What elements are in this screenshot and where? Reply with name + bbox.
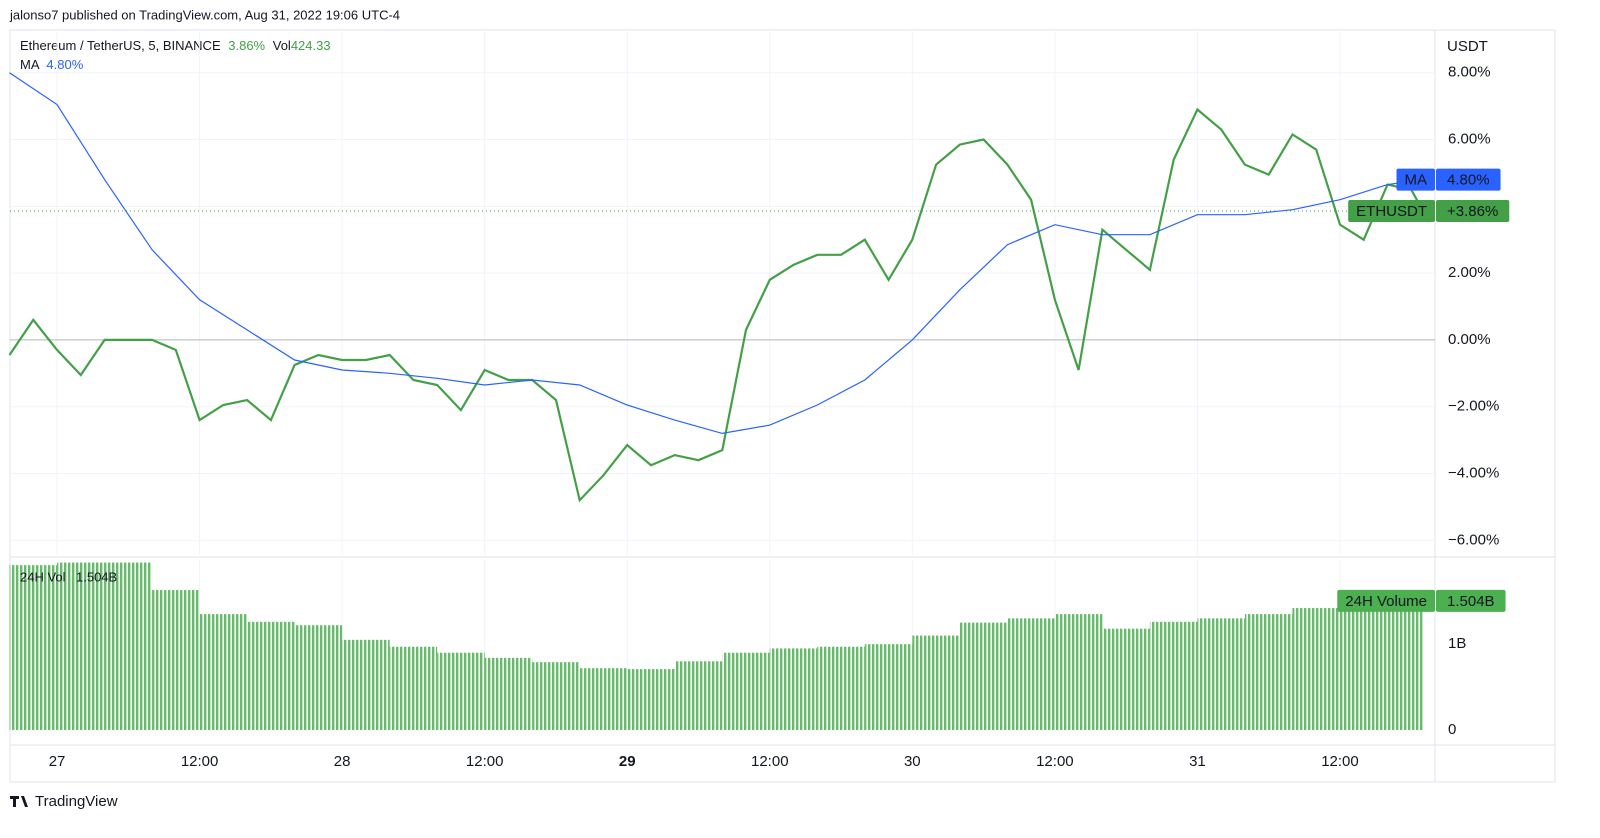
volume-bar: [104, 562, 153, 730]
volume-bar: [817, 646, 865, 730]
ma-value: 4.80%: [46, 57, 83, 72]
volume-bar: [1387, 600, 1424, 730]
volume-bar: [1197, 618, 1245, 730]
volume-bar: [1102, 628, 1150, 730]
logo-mark: [10, 796, 28, 807]
y-tick-label: −2.00%: [1448, 398, 1499, 415]
badge-name: MA: [1405, 172, 1428, 189]
volume-bar: [57, 562, 105, 730]
y-tick-label: 2.00%: [1448, 264, 1491, 281]
volume-legend: 24H Vol: [20, 569, 66, 584]
x-tick-label: 30: [904, 753, 921, 770]
volume-bar: [674, 661, 723, 730]
ma-legend: MA 4.80%: [20, 57, 84, 72]
x-tick-label: 29: [619, 753, 636, 770]
price-badge: MA 4.80%: [1396, 168, 1501, 191]
volume-bar: [1149, 621, 1198, 730]
badge-name-bg: [1337, 589, 1435, 612]
volume-bar: [959, 622, 1008, 730]
badge-name-bg: [1348, 200, 1435, 223]
volume-bar: [294, 625, 343, 730]
volume-bar: [627, 669, 675, 730]
badge-value: 4.80%: [1447, 172, 1490, 189]
x-tick-label: 12:00: [1036, 753, 1074, 770]
x-tick-label: 31: [1189, 753, 1206, 770]
volume-bar: [484, 657, 533, 730]
logo-text: TradingView: [35, 793, 118, 810]
vol-value: 424.33: [291, 38, 331, 53]
y-tick-label: 6.00%: [1448, 131, 1491, 148]
badge-value-bg: [1436, 589, 1506, 612]
frame: [9, 29, 1556, 783]
badge-name: 24H Volume: [1345, 593, 1427, 610]
volume-bar: [437, 652, 485, 730]
volume-bar: [532, 662, 580, 730]
x-tick-label: 12:00: [1321, 753, 1359, 770]
volume-bar: [1292, 608, 1340, 730]
volume-bar: [342, 639, 390, 730]
badge-name: ETHUSDT: [1356, 203, 1427, 220]
y-tick-label: 0.00%: [1448, 331, 1491, 348]
volume-bar: [1054, 614, 1103, 730]
volume-bar: [199, 614, 248, 730]
vol-label: Vol: [273, 38, 291, 53]
y-tick-label: 0: [1448, 721, 1456, 738]
volume-bar: [579, 668, 628, 730]
y-axis-label: USDT: [1447, 38, 1488, 55]
volume-bar: [912, 635, 960, 730]
x-tick-label: 12:00: [751, 753, 789, 770]
x-tick-label: 27: [49, 753, 66, 770]
price-badge: ETHUSDT +3.86%: [1348, 200, 1510, 223]
volume-bar: [247, 621, 295, 730]
logo: TradingView: [10, 793, 118, 810]
series-line: [8, 107, 1425, 503]
badge-value-bg: [1436, 168, 1501, 191]
legend-header: Ethereum / TetherUS, 5, BINANCE 3.86% Vo…: [20, 38, 331, 53]
y-tick-label: −6.00%: [1448, 531, 1499, 548]
x-tick-label: 28: [334, 753, 351, 770]
volume-bar: [152, 590, 200, 730]
ma-name: MA: [20, 57, 40, 72]
volume-legend-value: 1.504B: [76, 569, 117, 584]
badge-value: +3.86%: [1447, 203, 1498, 220]
published-note: jalonso7 published on TradingView.com, A…: [9, 7, 400, 22]
volume-bar: [9, 565, 58, 730]
price-badge: 24H Volume 1.504B: [1337, 589, 1506, 612]
volume-bar: [1244, 614, 1293, 730]
badge-name-bg: [1396, 168, 1435, 191]
badge-value: 1.504B: [1447, 593, 1495, 610]
series-line: [9, 72, 1424, 435]
symbol: Ethereum / TetherUS, 5, BINANCE: [20, 38, 221, 53]
badge-value-bg: [1436, 200, 1510, 223]
volume-bar: [722, 652, 770, 730]
x-tick-label: 12:00: [181, 753, 219, 770]
volume-bar: [389, 646, 438, 730]
y-tick-label: −4.00%: [1448, 464, 1499, 481]
volume-bar: [1007, 618, 1055, 730]
y-tick-label: 1B: [1448, 635, 1466, 652]
change: 3.86%: [228, 38, 265, 53]
volume-bar: [769, 648, 818, 730]
y-tick-label: 8.00%: [1448, 64, 1491, 81]
volume-bar: [864, 644, 913, 730]
x-tick-label: 12:00: [466, 753, 504, 770]
volume-bar: [1339, 601, 1388, 730]
